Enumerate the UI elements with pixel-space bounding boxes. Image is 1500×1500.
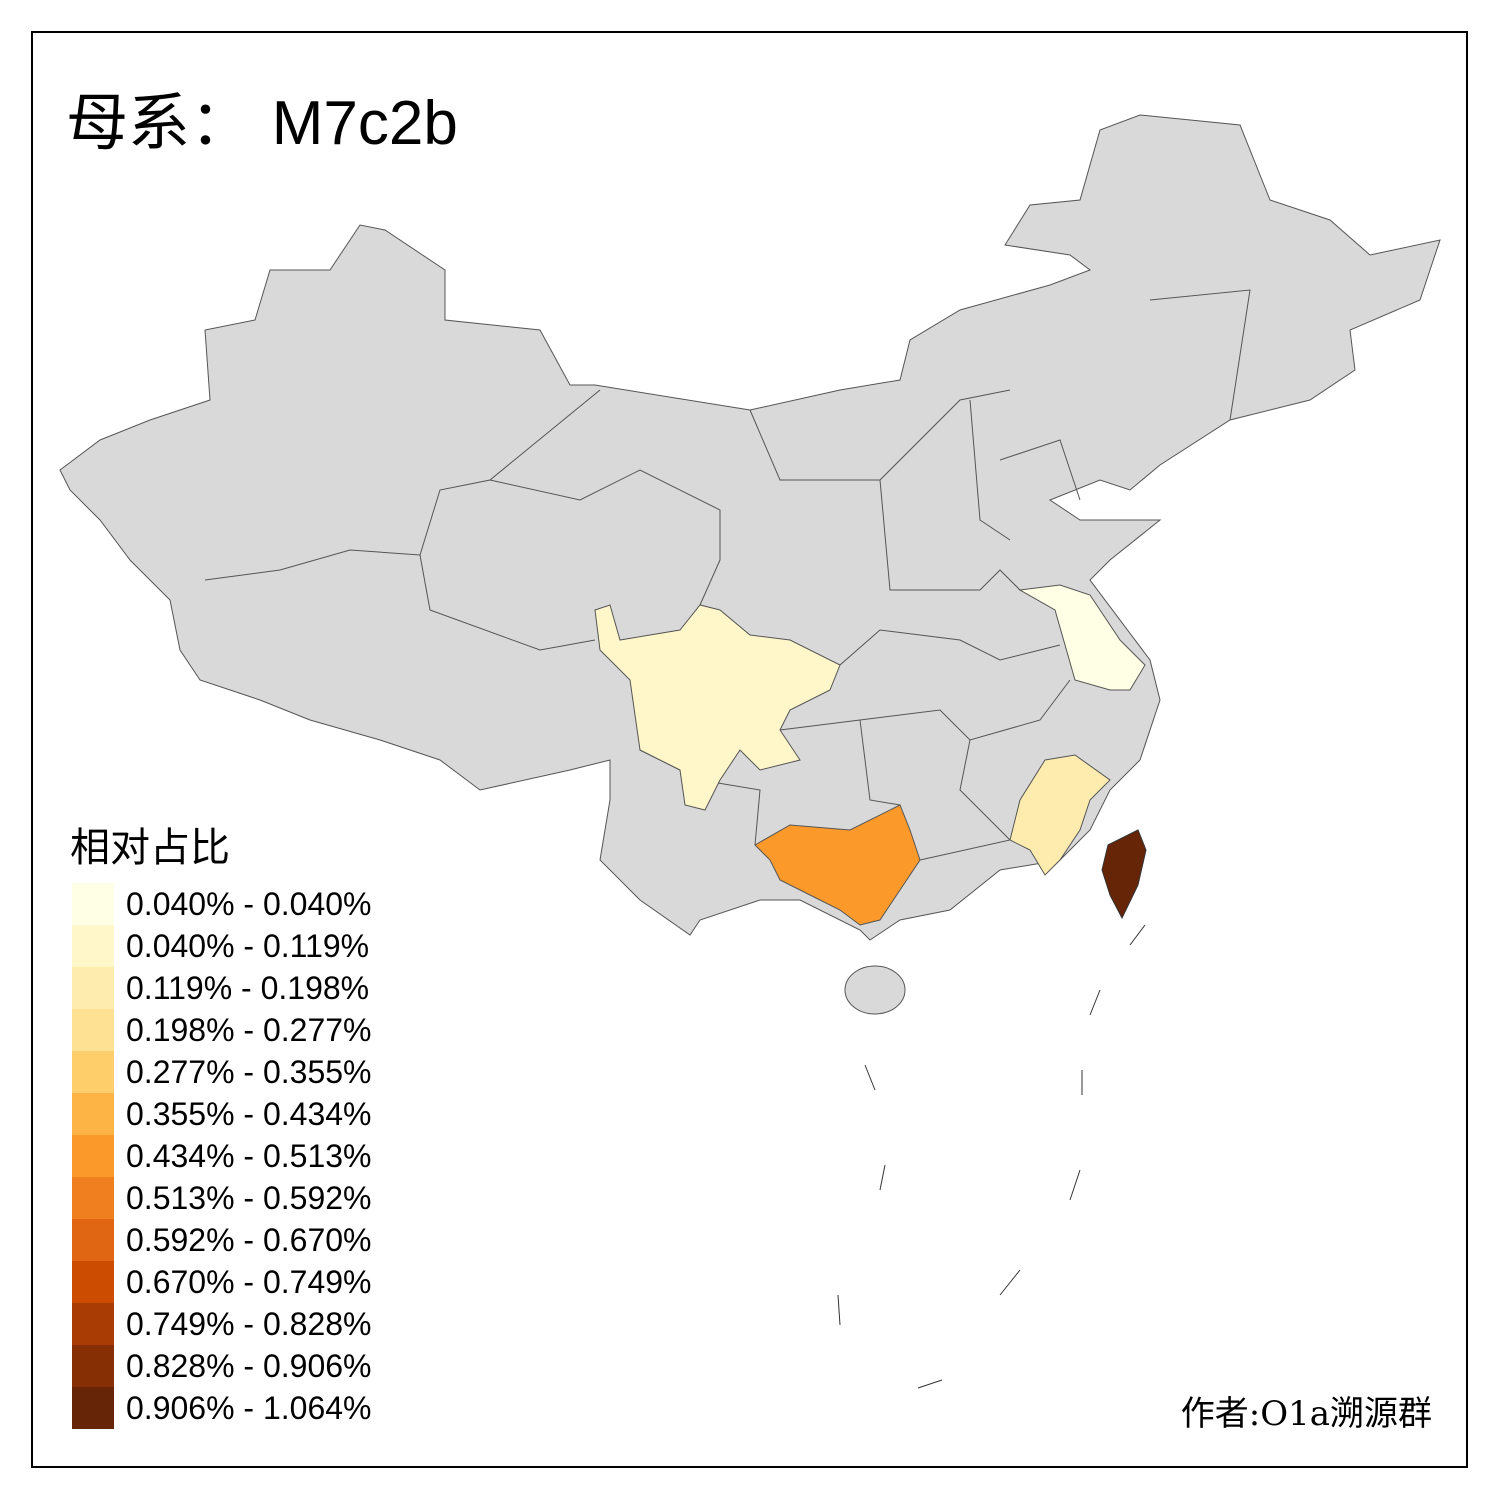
legend-label: 0.355% - 0.434%: [126, 1095, 372, 1132]
jiangsu-region: [1018, 584, 1146, 691]
haplogroup-name: M7c2b: [271, 89, 458, 158]
legend-label: 0.513% - 0.592%: [126, 1179, 372, 1216]
legend-swatch: [72, 1261, 114, 1303]
legend-swatch: [72, 1345, 114, 1387]
legend-label: 0.828% - 0.906%: [126, 1347, 372, 1384]
legend-label: 0.277% - 0.355%: [126, 1053, 372, 1090]
south-china-sea-islands: [837, 924, 1146, 1389]
legend-swatch: [72, 925, 114, 967]
legend-item: 0.592% - 0.670%: [72, 1219, 372, 1261]
sichuan-region: [594, 604, 841, 811]
legend-swatch: [72, 1051, 114, 1093]
legend-label: 0.670% - 0.749%: [126, 1263, 372, 1300]
legend-item: 0.434% - 0.513%: [72, 1135, 372, 1177]
legend-swatch: [72, 1219, 114, 1261]
legend-label: 0.749% - 0.828%: [126, 1305, 372, 1342]
legend-item: 0.355% - 0.434%: [72, 1093, 372, 1135]
china-base-region: [59, 114, 1441, 941]
legend: 0.040% - 0.040% 0.040% - 0.119% 0.119% - 0…: [72, 883, 372, 1429]
legend-title: 相对占比: [70, 825, 230, 871]
title-prefix: 母系：: [66, 86, 253, 159]
legend-swatch: [72, 1387, 114, 1429]
legend-label: 0.119% - 0.198%: [126, 969, 370, 1006]
legend-swatch: [72, 883, 114, 925]
author-credit: 作者:O1a溯源群: [1180, 1394, 1432, 1434]
legend-item: 0.513% - 0.592%: [72, 1177, 372, 1219]
legend-swatch: [72, 967, 114, 1009]
legend-item: 0.277% - 0.355%: [72, 1051, 372, 1093]
legend-label: 0.198% - 0.277%: [126, 1011, 372, 1048]
legend-swatch: [72, 1009, 114, 1051]
legend-label: 0.040% - 0.040%: [126, 885, 372, 922]
legend-item: 0.119% - 0.198%: [72, 967, 372, 1009]
province-borders: [204, 289, 1251, 861]
map-title: 母系： M7c2b: [66, 72, 458, 162]
legend-label: 0.434% - 0.513%: [126, 1137, 372, 1174]
legend-swatch: [72, 1303, 114, 1345]
legend-swatch: [72, 1135, 114, 1177]
hainan-region: [844, 965, 906, 1015]
legend-item: 0.906% - 1.064%: [72, 1387, 372, 1429]
legend-item: 0.198% - 0.277%: [72, 1009, 372, 1051]
legend-item: 0.040% - 0.119%: [72, 925, 372, 967]
legend-item: 0.828% - 0.906%: [72, 1345, 372, 1387]
legend-item: 0.670% - 0.749%: [72, 1261, 372, 1303]
map-frame: [31, 31, 1468, 1468]
legend-item: 0.749% - 0.828%: [72, 1303, 372, 1345]
legend-item: 0.040% - 0.040%: [72, 883, 372, 925]
legend-label: 0.906% - 1.064%: [126, 1389, 372, 1426]
legend-swatch: [72, 1093, 114, 1135]
legend-swatch: [72, 1177, 114, 1219]
legend-label: 0.040% - 0.119%: [126, 927, 370, 964]
legend-label: 0.592% - 0.670%: [126, 1221, 372, 1258]
fujian-region: [1009, 754, 1111, 876]
taiwan-region: [1101, 829, 1147, 920]
guangxi-region: [754, 804, 921, 926]
